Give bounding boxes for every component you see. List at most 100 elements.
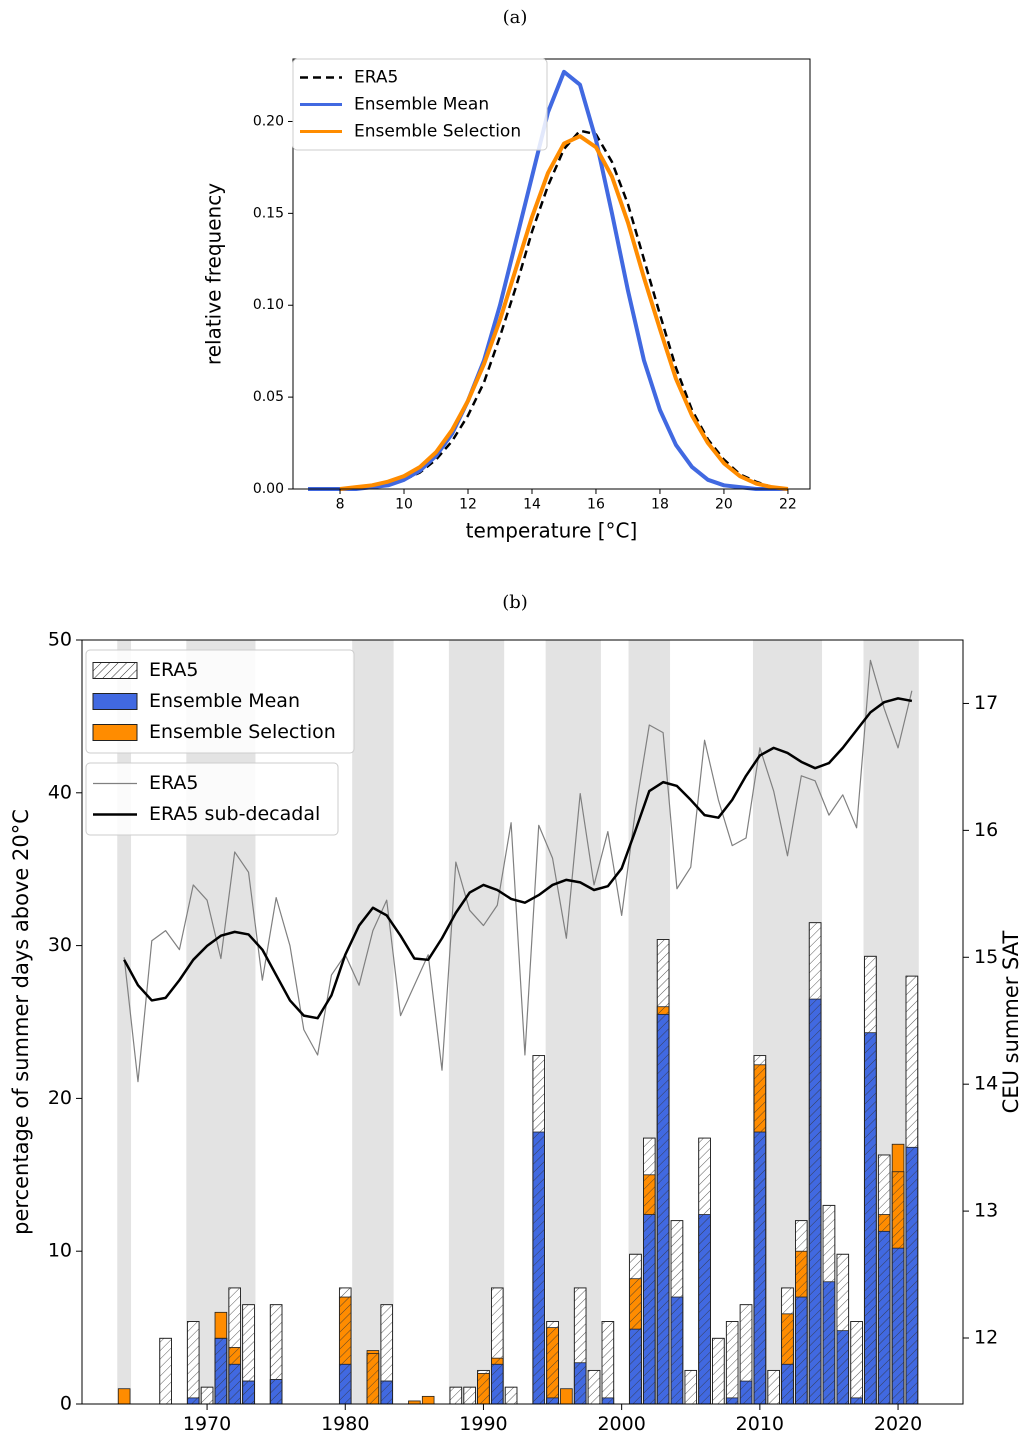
legend-label: ERA5 sub-decadal — [149, 803, 320, 825]
y-tick-label: 0.15 — [253, 205, 284, 221]
y-tick-label: 10 — [48, 1240, 72, 1262]
bar-hatch — [684, 1369, 698, 1405]
x-tick-label: 2010 — [736, 1413, 784, 1434]
line-series — [123, 697, 913, 1020]
bar-hatch — [643, 1137, 656, 1405]
legend-label: Ensemble Selection — [149, 721, 336, 743]
x-tick-label: 16 — [587, 497, 605, 513]
bar-hatch — [850, 1321, 863, 1405]
chart-panel: (a) 8 10 12 14 16 18 20 22 0.00 0.05 0.10 0.15 0.20 te… — [202, 7, 811, 543]
bar-hatch — [601, 1321, 615, 1405]
bar-hatch — [891, 1171, 905, 1405]
bar-hatch — [504, 1386, 518, 1405]
x-tick-label: 2020 — [874, 1413, 922, 1434]
bar-hatch — [366, 1353, 380, 1405]
bar-hatch — [532, 1055, 546, 1405]
x-tick-label: 20 — [715, 497, 733, 513]
bar-hatch — [739, 1304, 753, 1405]
bar-hatch — [491, 1287, 504, 1405]
y2-tick-label: 13 — [974, 1200, 998, 1222]
line-series — [123, 659, 913, 1083]
x-tick-label: 12 — [459, 497, 477, 513]
line-series — [308, 69, 788, 491]
bar-hatch — [242, 1304, 255, 1405]
bar-hatch — [767, 1369, 780, 1405]
bar-hatch — [214, 1337, 228, 1405]
bar-hatch — [822, 1204, 836, 1405]
y2-tick-label: 16 — [974, 819, 998, 841]
bar-hatch — [753, 1055, 767, 1405]
bar-hatch — [905, 975, 919, 1405]
legend-swatch-hatch — [92, 662, 138, 679]
legend-swatch — [92, 693, 138, 710]
y-tick-label: 30 — [48, 934, 72, 956]
chart-title: (b) — [502, 592, 528, 613]
y2-tick-label: 12 — [974, 1327, 998, 1349]
legend-label: Ensemble Selection — [354, 122, 521, 142]
legend-label: Ensemble Mean — [149, 690, 300, 712]
y-axis-label: percentage of summer days above 20°C — [9, 809, 33, 1235]
shaded-span — [186, 640, 256, 1404]
line-series — [339, 129, 789, 491]
bar-hatch — [656, 939, 670, 1405]
legend-label: ERA5 — [354, 68, 398, 88]
x-tick-label: 22 — [779, 497, 797, 513]
y-tick-label: 0.10 — [253, 297, 284, 313]
x-tick-label: 10 — [395, 497, 413, 513]
bar-hatch — [808, 922, 822, 1405]
shaded-span — [352, 640, 394, 1404]
x-axis-label: temperature [°C] — [466, 519, 638, 543]
y-tick-label: 0.05 — [253, 389, 284, 405]
legend-label: ERA5 — [149, 659, 199, 681]
shaded-span — [117, 640, 132, 1404]
bar-hatch — [449, 1386, 463, 1405]
y2-axis-label: CEU summer SAT — [999, 931, 1023, 1114]
plot-frame — [292, 58, 811, 490]
bar-hatch — [629, 1253, 642, 1405]
bar-hatch — [864, 955, 877, 1405]
x-tick-label: 1990 — [459, 1413, 507, 1434]
shaded-span — [448, 640, 505, 1404]
bar-hatch — [725, 1321, 739, 1405]
y-tick-label: 0.00 — [253, 481, 284, 497]
y-tick-label: 40 — [48, 781, 72, 803]
bar-hatch — [781, 1287, 794, 1405]
legend-box — [85, 649, 355, 754]
bar-hatch — [698, 1137, 711, 1405]
x-tick-label: 1980 — [321, 1413, 369, 1434]
bar — [117, 1388, 131, 1405]
legend-label: ERA5 — [149, 772, 199, 794]
bar-hatch — [269, 1304, 283, 1405]
bar-hatch — [200, 1386, 214, 1405]
bar — [560, 1388, 573, 1405]
y2-tick-label: 14 — [974, 1073, 998, 1095]
bar-hatch — [546, 1321, 559, 1405]
bar-hatch — [877, 1154, 891, 1405]
bar-hatch — [587, 1369, 601, 1405]
y-tick-label: 0.20 — [253, 113, 284, 129]
bar-hatch — [712, 1337, 725, 1405]
y2-tick-label: 17 — [974, 692, 998, 714]
legend-swatch — [92, 724, 138, 741]
bar-hatch — [836, 1253, 850, 1405]
bar-hatch — [477, 1369, 490, 1405]
y-tick-label: 20 — [48, 1087, 72, 1109]
chart-panel: (b) 1970 1980 1990 2000 2010 2020 0 10 20 30 40 50 12… — [9, 592, 1023, 1434]
line-series — [339, 134, 789, 491]
plot-frame — [81, 639, 964, 1405]
legend-box — [292, 58, 548, 151]
bar-hatch — [186, 1321, 200, 1405]
legend-box — [85, 762, 339, 836]
x-tick-label: 14 — [523, 497, 541, 513]
y-axis-label: relative frequency — [202, 183, 226, 365]
bar-hatch — [228, 1287, 241, 1405]
x-tick-label: 8 — [336, 497, 345, 513]
chart-title: (a) — [503, 7, 528, 28]
x-tick-label: 18 — [651, 497, 669, 513]
bar-hatch — [380, 1304, 393, 1405]
bar-hatch — [463, 1386, 476, 1405]
y-tick-label: 50 — [48, 629, 72, 651]
x-tick-label: 1970 — [183, 1413, 231, 1434]
y-tick-label: 0 — [60, 1393, 72, 1415]
